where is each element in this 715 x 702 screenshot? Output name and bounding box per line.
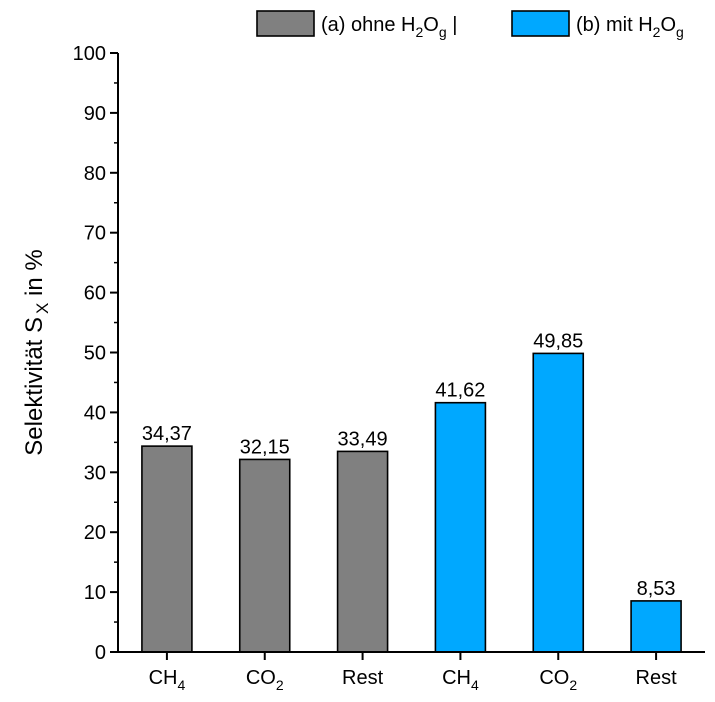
y-tick-label: 60 (84, 283, 106, 305)
y-tick-label: 80 (84, 163, 106, 185)
x-tick-label: Rest (636, 667, 678, 689)
data-label: 34,37 (142, 423, 192, 445)
y-tick-label: 100 (73, 43, 106, 65)
data-label: 41,62 (435, 380, 485, 402)
legend-label-b: (b) mit H2Og (576, 14, 684, 40)
data-label: 32,15 (240, 436, 290, 458)
bar-b-0 (435, 403, 485, 652)
y-tick-label: 90 (84, 103, 106, 125)
bar-a-0 (142, 446, 192, 652)
bar-a-2 (338, 451, 388, 652)
y-tick-label: 30 (84, 462, 106, 484)
x-tick-label: CO2 (539, 667, 577, 693)
x-tick-label: CH4 (149, 667, 186, 693)
y-tick-label: 50 (84, 343, 106, 365)
x-tick-label: CO2 (246, 667, 284, 693)
x-tick-label: Rest (342, 667, 384, 689)
y-tick-label: 0 (95, 642, 106, 664)
y-tick-label: 70 (84, 223, 106, 245)
data-label: 33,49 (338, 428, 388, 450)
bar-b-2 (631, 601, 681, 652)
bar-b-1 (533, 353, 583, 652)
data-label: 8,53 (637, 578, 676, 600)
legend-swatch-a (257, 11, 314, 36)
legend-label-a: (a) ohne H2Og | (321, 14, 457, 40)
legend-swatch-b (512, 11, 569, 36)
bar-a-1 (240, 459, 290, 652)
y-tick-label: 20 (84, 522, 106, 544)
data-label: 49,85 (533, 330, 583, 352)
y-axis-title: Selektivität SX in % (21, 249, 52, 455)
x-tick-label: CH4 (442, 667, 479, 693)
y-tick-label: 40 (84, 402, 106, 424)
y-tick-label: 10 (84, 582, 106, 604)
